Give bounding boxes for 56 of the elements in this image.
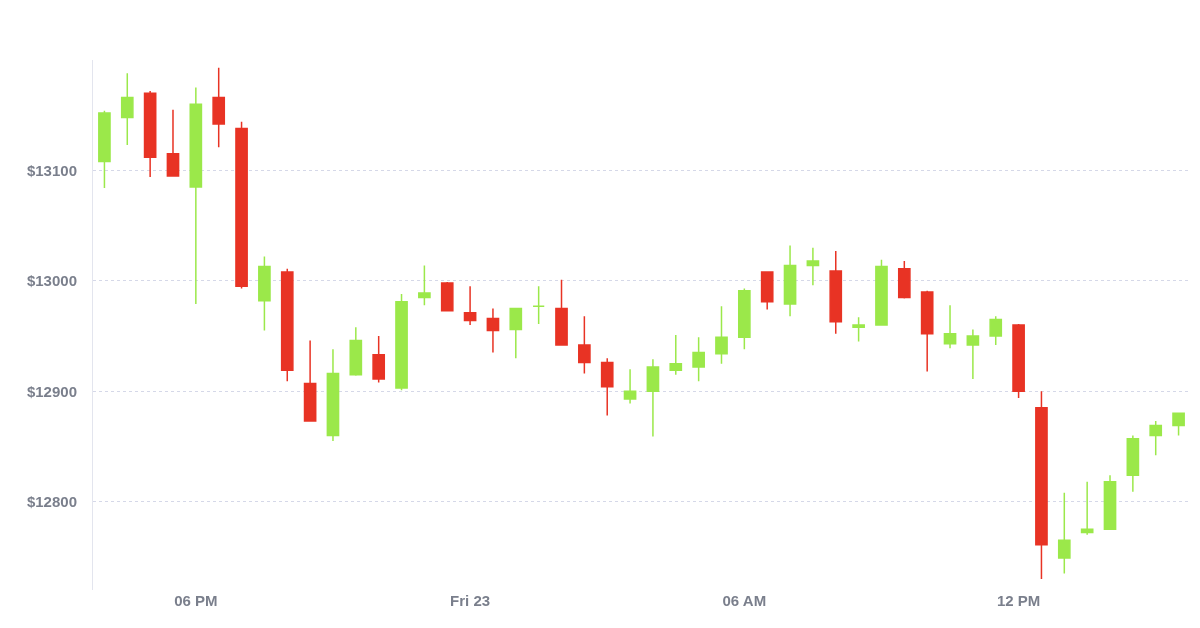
candlestick [806,246,820,286]
candlestick [920,290,934,373]
candlestick [280,267,294,383]
y-tick-label: $13100 [26,161,77,179]
y-tick-label: $12800 [26,492,77,510]
candlestick [395,293,408,391]
candlestick [1149,420,1163,457]
candlestick [1103,474,1117,531]
x-tick-label: 06 PM [174,592,218,609]
candlestick [737,287,751,351]
candlestick [943,304,957,349]
candlestick [897,260,911,300]
candlestick [166,108,180,177]
candlestick [989,315,1003,346]
candlestick [372,335,386,384]
candlestick [578,315,591,375]
candlestick [98,110,111,189]
candlestick [532,285,546,325]
candlestick [235,121,248,290]
candlestick [258,255,271,332]
candlestick [303,339,317,422]
candlestick [1012,323,1025,399]
candlestick [120,72,134,146]
candlestick [852,316,865,343]
candlestick [715,305,728,365]
candlestick [440,281,454,312]
candlestick [783,244,797,317]
candlestick [212,66,226,148]
candlestick [189,86,203,305]
candlestick [486,307,500,354]
candlestick [143,90,157,178]
candlestick [692,336,705,383]
candlestick [829,250,843,335]
candlestick [760,271,774,311]
x-tick-label: 12 PM [996,592,1041,609]
y-tick-label: $13000 [26,272,77,290]
candlestick [463,285,477,326]
candlestick [555,278,568,346]
x-tick-label: 06 AM [722,592,767,609]
candlestick [623,368,637,405]
x-tick-label: Fri 23 [450,592,491,609]
candlestick [349,326,363,377]
candlestick [509,307,523,359]
candlestick [600,357,614,417]
candlestick [646,358,660,438]
candlestick [1080,481,1094,536]
candlestick [875,259,888,326]
candlestick [966,328,980,380]
candlestick [669,334,683,376]
y-tick-label: $12900 [26,382,77,400]
candlestick [1172,412,1185,437]
candlestick [418,264,431,306]
candlestick [1035,390,1048,580]
candlestick [1057,492,1071,575]
candlestick [326,348,340,442]
candlestick [1126,434,1140,493]
